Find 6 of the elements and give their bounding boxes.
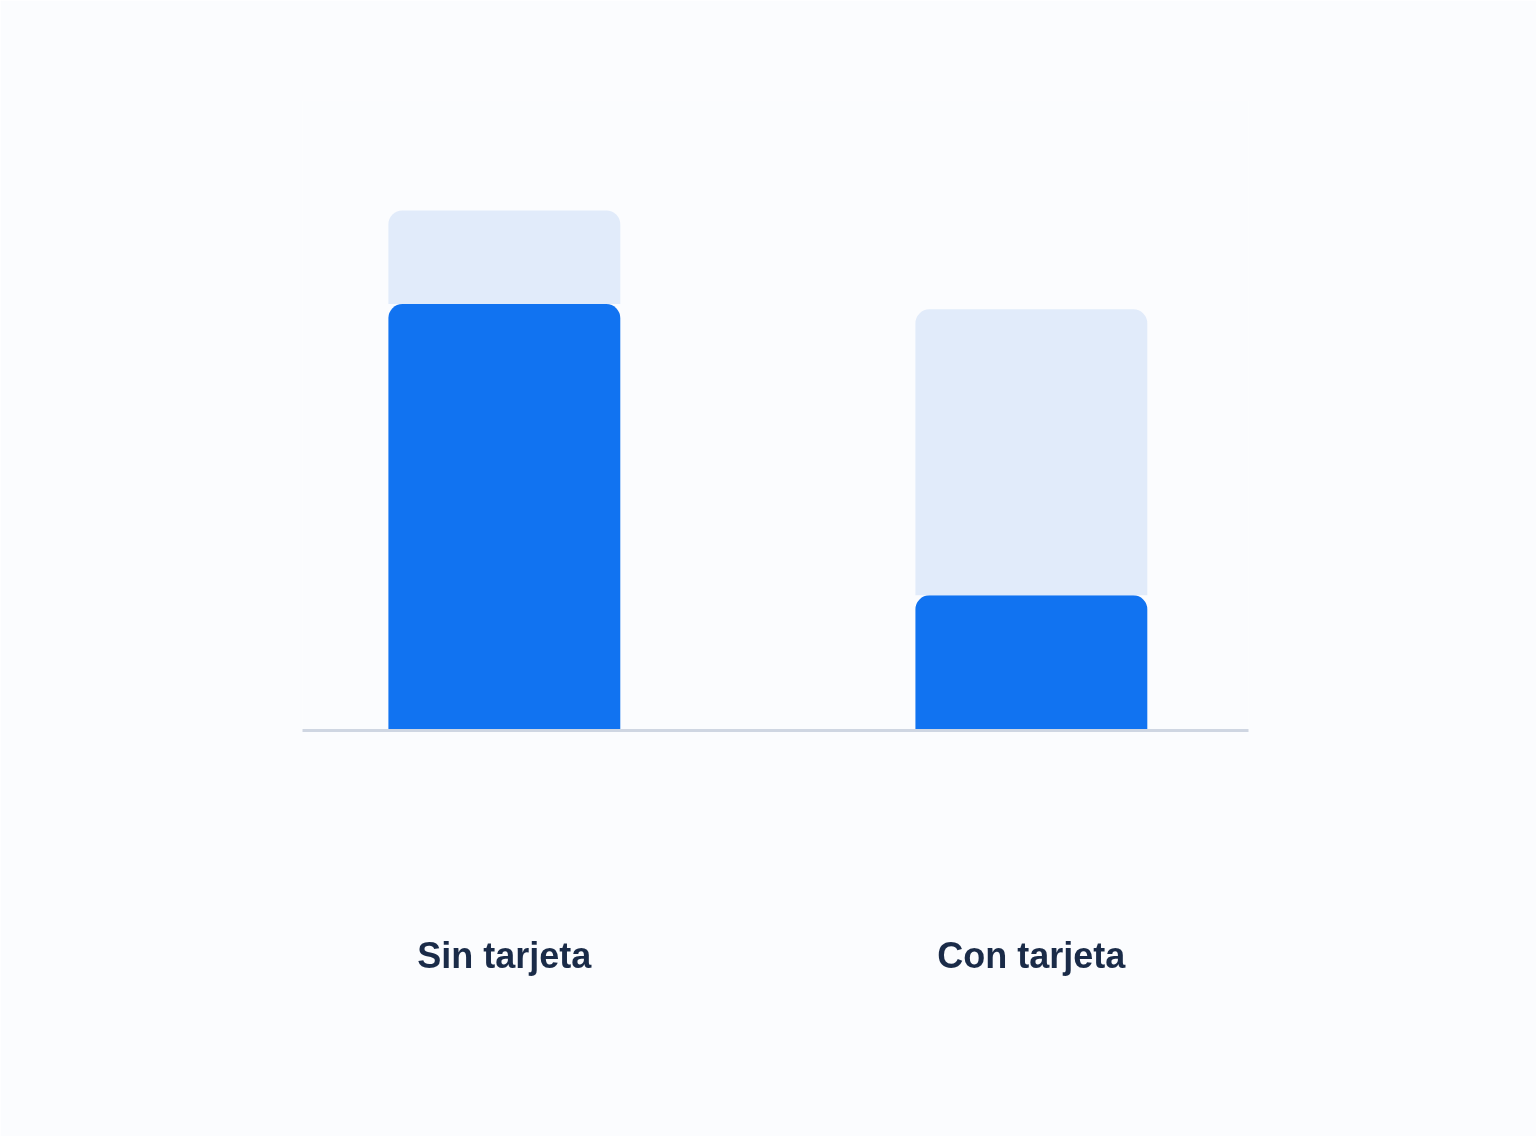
x-tick-label: Con tarjeta xyxy=(937,934,1127,976)
bar xyxy=(388,304,621,731)
bar xyxy=(915,595,1148,731)
bar xyxy=(388,210,621,305)
bar xyxy=(915,309,1148,596)
x-tick-label: Sin tarjeta xyxy=(417,934,593,976)
